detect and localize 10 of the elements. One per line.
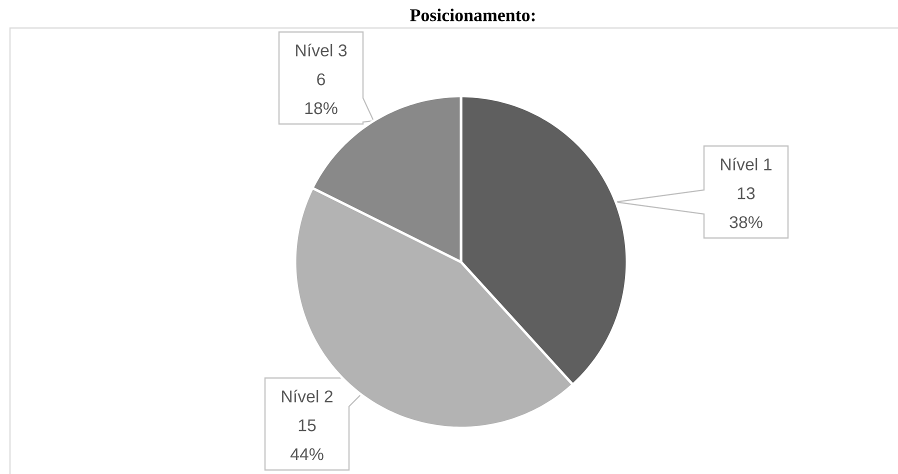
slice-label: Nível 2 [282, 390, 332, 402]
chart-title: Posicionamento: [410, 8, 535, 22]
data-label: 15 [298, 420, 316, 432]
slice-label: Nível 1 [721, 158, 772, 170]
slice-label: Nível 3 [296, 44, 347, 56]
text: 44% [290, 448, 324, 460]
text: 38% [730, 216, 762, 228]
text: 18% [305, 102, 338, 114]
data-label: 6 [317, 73, 325, 86]
data-label: 13 [738, 187, 755, 200]
